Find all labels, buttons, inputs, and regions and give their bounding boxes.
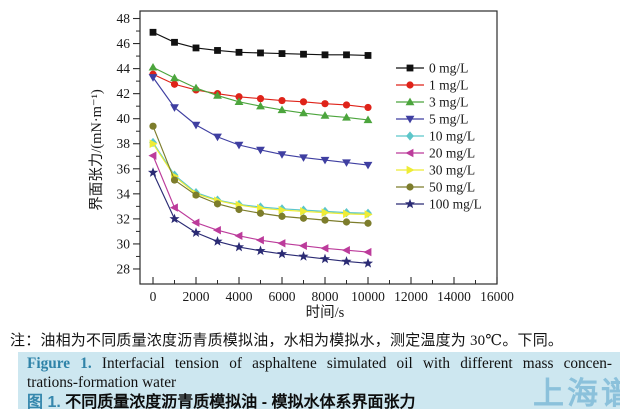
svg-text:48: 48: [117, 11, 131, 26]
caption-english-text: Interfacial tension of asphaltene simula…: [91, 355, 612, 372]
caption-band: Figure 1. Interfacial tension of asphalt…: [18, 352, 620, 411]
svg-text:40: 40: [117, 111, 131, 126]
svg-text:44: 44: [117, 61, 131, 76]
svg-text:2000: 2000: [183, 289, 210, 304]
svg-text:38: 38: [117, 136, 131, 151]
svg-text:50 mg/L: 50 mg/L: [429, 180, 475, 195]
svg-text:100 mg/L: 100 mg/L: [429, 197, 482, 212]
svg-text:30: 30: [117, 236, 131, 251]
legend-item-0-mg-L: 0 mg/L: [396, 61, 468, 76]
interfacial-tension-chart: 28 30 32 34 36 38 40 42 44 46 48 0 2000 4000 6000 8000 1…: [88, 10, 514, 321]
svg-text:42: 42: [117, 86, 131, 101]
svg-text:5 mg/L: 5 mg/L: [429, 112, 468, 127]
legend-item-10-mg-L: 10 mg/L: [396, 129, 475, 144]
svg-text:8000: 8000: [312, 289, 339, 304]
legend: 0 mg/L 1 mg/L 3 mg/L 5 mg/L 10 mg/L 20 mg/L 30…: [396, 61, 482, 212]
legend-item-1-mg-L: 1 mg/L: [396, 78, 468, 93]
svg-text:0: 0: [150, 289, 157, 304]
legend-item-3-mg-L: 3 mg/L: [396, 95, 468, 110]
svg-text:14000: 14000: [437, 289, 471, 304]
figure-note: 注：油相为不同质量浓度沥青质模拟油，水相为模拟水，测定温度为 30℃。下同。: [10, 333, 564, 349]
svg-text:34: 34: [117, 186, 131, 201]
series-5-mg-L: [148, 74, 373, 170]
svg-text:28: 28: [117, 261, 131, 276]
series-100-mg-L: [147, 167, 374, 268]
series-0-mg-L: [149, 28, 372, 59]
figure-number-label-zh: 图 1.: [27, 394, 61, 411]
legend-item-20-mg-L: 20 mg/L: [396, 146, 475, 161]
caption-english-line1: Figure 1. Interfacial tension of asphalt…: [27, 355, 612, 374]
svg-text:30 mg/L: 30 mg/L: [429, 163, 475, 178]
svg-text:16000: 16000: [480, 289, 514, 304]
svg-text:1 mg/L: 1 mg/L: [429, 78, 468, 93]
watermark: 上海谱: [533, 376, 620, 411]
figure-number-label-en: Figure 1.: [27, 355, 92, 372]
svg-text:36: 36: [117, 161, 131, 176]
legend-item-50-mg-L: 50 mg/L: [396, 180, 475, 195]
svg-text:0 mg/L: 0 mg/L: [429, 61, 468, 76]
y-axis-title: 界面张力/(mN·m⁻¹): [88, 89, 105, 211]
svg-text:10 mg/L: 10 mg/L: [429, 129, 475, 144]
legend-item-30-mg-L: 30 mg/L: [396, 163, 475, 178]
series-50-mg-L: [149, 122, 372, 227]
svg-text:6000: 6000: [269, 289, 296, 304]
caption-chinese: 图 1. 不同质量浓度沥青质模拟油 - 模拟水体系界面张力: [27, 392, 612, 413]
svg-text:12000: 12000: [394, 289, 428, 304]
caption-english-line2: trations-formation water: [27, 373, 177, 391]
svg-text:32: 32: [117, 211, 131, 226]
svg-text:20 mg/L: 20 mg/L: [429, 146, 475, 161]
svg-text:10000: 10000: [351, 289, 385, 304]
svg-text:4000: 4000: [226, 289, 253, 304]
legend-item-5-mg-L: 5 mg/L: [396, 112, 468, 127]
x-axis: 0 2000 4000 6000 8000 10000 12000 14000 16000: [150, 277, 514, 304]
svg-text:46: 46: [117, 36, 131, 51]
plot-frame: [139, 10, 498, 285]
series-3-mg-L: [148, 62, 373, 124]
legend-item-100-mg-L: 100 mg/L: [396, 197, 482, 212]
svg-text:3 mg/L: 3 mg/L: [429, 95, 468, 110]
series-20-mg-L: [148, 151, 372, 257]
y-axis: 28 30 32 34 36 38 40 42 44 46 48: [117, 11, 140, 276]
x-axis-title: 时间/s: [306, 304, 345, 321]
caption-chinese-text: 不同质量浓度沥青质模拟油 - 模拟水体系界面张力: [60, 394, 416, 411]
